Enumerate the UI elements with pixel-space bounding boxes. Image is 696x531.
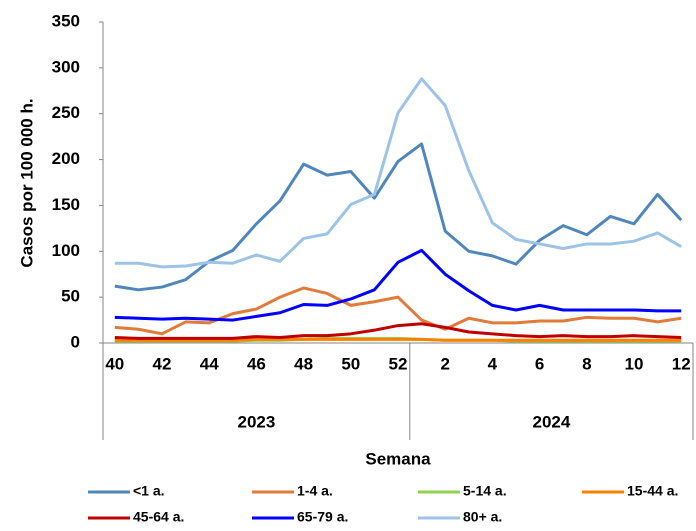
series-line — [114, 142, 683, 292]
series-line — [114, 248, 682, 322]
legend-label: 5-14 a. — [463, 483, 507, 499]
x-tick-label: 52 — [389, 354, 408, 373]
x-tick-label: 40 — [105, 354, 124, 373]
y-tick-label: 200 — [52, 149, 80, 168]
x-tick-label: 44 — [200, 354, 219, 373]
x-tick-label: 4 — [488, 354, 498, 373]
legend-label: <1 a. — [133, 483, 165, 499]
x-tick-label: 8 — [582, 354, 591, 373]
series-line — [114, 77, 682, 269]
legend-label: 15-44 a. — [627, 483, 678, 499]
series-line — [114, 337, 682, 342]
x-tick-label: 46 — [247, 354, 266, 373]
legend-label: 65-79 a. — [297, 509, 348, 525]
y-tick-label: 150 — [52, 195, 80, 214]
y-tick-label: 0 — [71, 332, 80, 351]
legend-label: 45-64 a. — [133, 509, 184, 525]
y-axis-title: Casos por 100 000 h. — [17, 98, 36, 267]
y-tick-label: 250 — [52, 103, 80, 122]
series-line — [114, 286, 682, 336]
x-tick-label: 50 — [341, 354, 360, 373]
x-tick-label: 42 — [153, 354, 172, 373]
x-tick-label: 2 — [440, 354, 449, 373]
series-line — [114, 322, 682, 340]
x-tick-label: 48 — [294, 354, 313, 373]
group-label: 2024 — [532, 412, 570, 431]
x-axis-title: Semana — [365, 449, 431, 468]
x-tick-label: 6 — [535, 354, 544, 373]
y-tick-label: 300 — [52, 57, 80, 76]
legend-label: 1-4 a. — [297, 483, 333, 499]
group-label: 2023 — [237, 412, 275, 431]
legend-label: 80+ a. — [463, 509, 502, 525]
x-tick-label: 10 — [625, 354, 644, 373]
y-tick-label: 50 — [61, 287, 80, 306]
x-tick-label: 12 — [672, 354, 691, 373]
y-tick-label: 100 — [52, 241, 80, 260]
y-tick-label: 350 — [52, 11, 80, 30]
